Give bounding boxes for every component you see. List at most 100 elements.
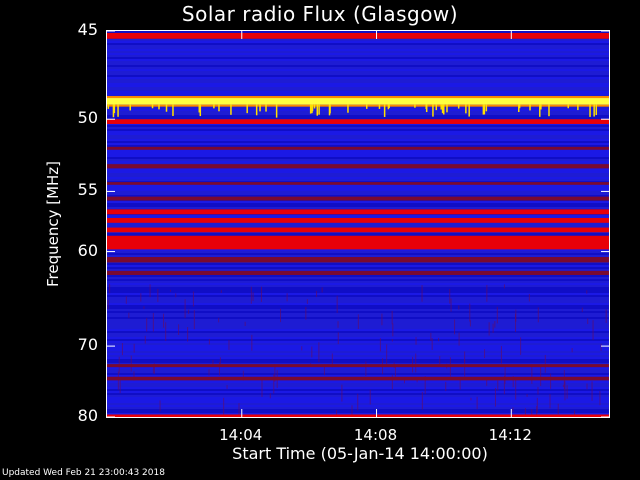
noise-speck [488,322,490,336]
noise-speck [392,323,394,337]
noise-speck [587,318,589,325]
noise-row [107,251,609,253]
noise-speck [128,312,130,319]
y-tick-mark [601,345,609,347]
noise-row [107,205,609,207]
noise-speck [571,348,573,353]
noise-speck [159,400,161,412]
burst-spike [275,104,278,118]
x-tick-mark [510,409,512,417]
noise-speck [157,288,159,302]
noise-row [107,135,609,137]
noise-row [107,291,609,293]
noise-row [107,233,609,235]
noise-speck [218,317,220,323]
noise-speck [252,292,254,302]
noise-speck [557,403,559,415]
noise-speck [469,303,471,322]
noise-speck [336,409,338,417]
noise-row [107,187,609,189]
noise-row [107,67,609,69]
noise-row [107,361,609,363]
noise-row [107,177,609,179]
frequency-band [107,146,609,150]
noise-row [107,39,609,41]
noise-row [107,59,609,61]
noise-speck [169,289,171,292]
noise-speck [144,335,146,344]
noise-row [107,125,609,127]
noise-row [107,367,609,369]
burst-spike [441,104,444,114]
noise-row [107,281,609,283]
noise-speck [586,383,588,390]
noise-speck [537,307,539,323]
noise-speck [581,307,583,312]
updated-timestamp: Updated Wed Feb 21 23:00:43 2018 [2,468,165,478]
noise-speck [512,407,514,413]
noise-row [107,369,609,371]
burst-spike [199,104,202,117]
noise-row [107,73,609,75]
noise-row [107,83,609,85]
x-tick-label: 14:04 [219,426,263,444]
noise-speck [261,378,263,397]
noise-row [107,173,609,175]
noise-row [107,169,609,171]
noise-row [107,157,609,159]
burst-spike [414,104,416,108]
noise-speck [476,396,478,410]
noise-speck [531,409,533,417]
noise-speck [117,371,119,390]
noise-speck [188,309,190,314]
burst-spike [446,104,448,113]
noise-speck [381,313,383,326]
burst-spike [482,104,485,115]
noise-speck [562,384,564,387]
noise-speck [251,334,253,351]
noise-speck [250,286,252,304]
burst-spike [230,104,232,115]
burst-spike [388,104,390,109]
noise-speck [421,392,423,410]
noise-row [107,139,609,141]
noise-speck [351,405,353,417]
frequency-band [107,209,609,215]
noise-row [107,337,609,339]
noise-speck [163,313,165,328]
noise-speck [212,359,214,366]
noise-row [107,117,609,119]
y-tick-mark [107,31,115,32]
y-tick-mark [107,416,115,417]
noise-speck [220,290,222,293]
noise-speck [486,284,488,302]
noise-row [107,201,609,203]
noise-speck [494,388,496,407]
x-tick-mark [241,409,243,417]
burst-spike [465,104,467,114]
noise-speck [223,397,225,415]
noise-speck [524,408,526,417]
y-tick-mark [601,190,609,192]
noise-speck [140,293,142,302]
noise-speck [226,384,228,389]
noise-speck [219,357,221,364]
x-tick-mark [510,31,512,39]
noise-speck [544,354,546,373]
burst-spike [483,104,486,115]
noise-speck [273,374,275,394]
noise-row [107,179,609,181]
burst-spike [316,104,319,116]
noise-speck [301,346,303,351]
noise-row [107,263,609,265]
noise-row [107,127,609,129]
noise-row [107,89,609,91]
noise-speck [306,299,308,304]
noise-speck [323,364,325,376]
noise-speck [178,324,180,335]
y-tick-mark [107,251,115,253]
noise-speck [424,376,426,395]
frequency-band [107,32,609,39]
burst-spike [457,104,460,109]
noise-row [107,47,609,49]
